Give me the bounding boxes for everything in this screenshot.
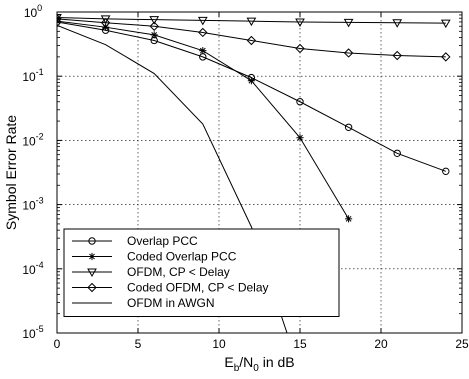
x-tick-label: 5 xyxy=(135,337,142,351)
series-point xyxy=(199,47,207,55)
star-stroke xyxy=(57,20,60,25)
series-point xyxy=(149,21,159,31)
series-point xyxy=(197,16,208,26)
legend-entry: Coded OFDM, CP < Delay xyxy=(72,281,269,295)
series-point xyxy=(440,19,451,29)
legend-entry: OFDM in AWGN xyxy=(72,296,215,310)
legend-marker xyxy=(87,268,97,278)
x-axis-label: Eb/N0 in dB xyxy=(224,354,294,374)
series-point xyxy=(100,18,111,28)
x-axis-label-sub2: 0 xyxy=(253,363,259,374)
series-point xyxy=(150,31,158,39)
series-point xyxy=(149,16,160,25)
series-point xyxy=(344,123,353,131)
x-tick-label: 25 xyxy=(455,337,469,351)
series-point xyxy=(57,14,62,24)
series-point xyxy=(295,43,305,54)
series-point xyxy=(393,149,401,157)
series-line xyxy=(57,18,446,58)
y-tick-label: 100 xyxy=(24,3,42,20)
x-tick-label: 20 xyxy=(374,337,388,351)
series-point xyxy=(296,134,304,142)
star-stroke xyxy=(248,77,255,84)
series-point xyxy=(198,27,208,38)
y-tick-label: 10-1 xyxy=(22,67,43,84)
legend-entry: OFDM, CP < Delay xyxy=(72,265,230,279)
legend-entry: Coded Overlap PCC xyxy=(72,250,237,264)
legend-label: Coded OFDM, CP < Delay xyxy=(127,281,269,295)
series-point xyxy=(247,77,255,85)
series-0 xyxy=(57,18,450,176)
legend-label: Coded Overlap PCC xyxy=(127,250,237,264)
star-stroke xyxy=(345,215,352,222)
series-2 xyxy=(57,14,451,29)
grid xyxy=(57,12,462,333)
x-axis-label-mid: /N xyxy=(239,354,253,370)
series-point xyxy=(345,215,353,223)
series-point xyxy=(392,19,403,28)
series-point xyxy=(246,35,257,46)
series-point xyxy=(392,50,402,61)
x-tick-label: 15 xyxy=(293,337,307,351)
x-tick-label: 10 xyxy=(212,337,226,351)
series-layer xyxy=(57,14,451,333)
legend-entry: Overlap PCC xyxy=(72,234,198,248)
star-stroke xyxy=(297,134,303,141)
series-point xyxy=(295,18,305,27)
x-axis-label-sub1: b xyxy=(234,363,240,374)
series-point xyxy=(343,18,354,28)
y-tick-label: 10-2 xyxy=(22,131,43,148)
series-point xyxy=(100,15,111,24)
ticks: 0 5 10 15 20 25 100 10-1 10-2 10-3 10-4 10-5 xyxy=(22,3,469,351)
series-point xyxy=(442,167,450,176)
star-stroke xyxy=(199,47,206,54)
legend-label: OFDM, CP < Delay xyxy=(127,265,230,279)
series-line xyxy=(57,17,446,24)
series-point xyxy=(246,17,257,27)
legend-box xyxy=(63,228,340,317)
y-tick-label: 10-3 xyxy=(22,196,43,213)
x-axis-label-base: E xyxy=(224,354,233,370)
y-tick-label: 10-4 xyxy=(22,260,43,277)
series-point xyxy=(343,48,354,58)
legend-label: OFDM in AWGN xyxy=(127,296,215,310)
legend-marker xyxy=(87,282,97,293)
legend-marker xyxy=(88,252,96,261)
star-stroke xyxy=(89,253,95,260)
legend-marker xyxy=(88,237,96,245)
legend-label: Overlap PCC xyxy=(127,234,198,248)
series-point xyxy=(441,52,451,62)
series-point xyxy=(296,98,304,106)
x-axis-label-tail: in dB xyxy=(259,354,295,370)
series-3 xyxy=(57,14,451,62)
series-1 xyxy=(57,17,353,223)
plot-frame xyxy=(56,11,463,334)
star-stroke xyxy=(151,31,158,38)
x-tick-label: 0 xyxy=(54,337,61,351)
y-axis-label: Symbol Error Rate xyxy=(3,115,19,230)
y-tick-label: 10-5 xyxy=(22,324,43,341)
